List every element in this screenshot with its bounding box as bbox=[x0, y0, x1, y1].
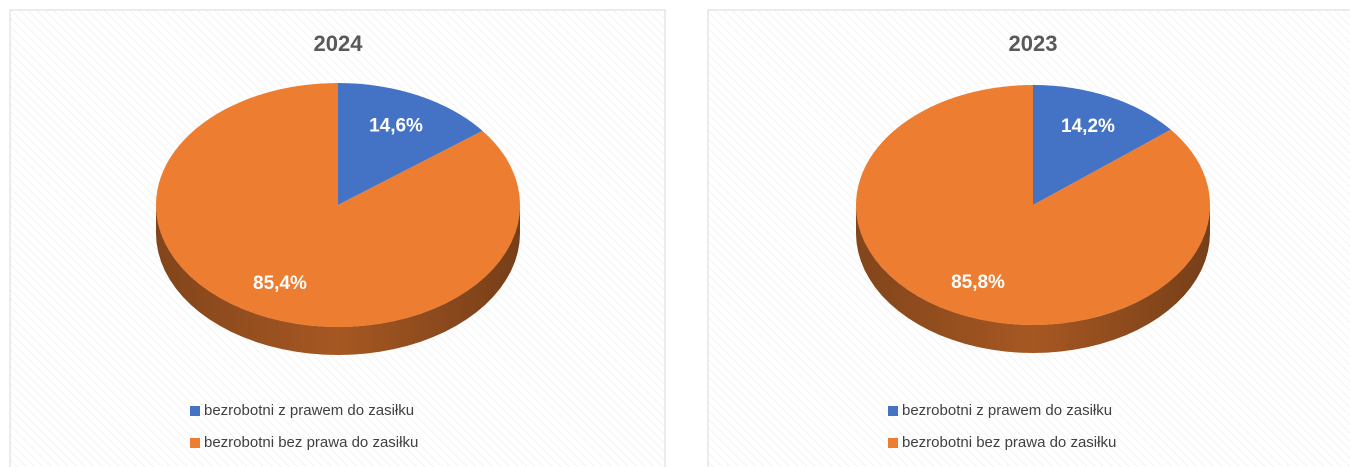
pie-slice bbox=[856, 85, 1210, 325]
data-label: 85,4% bbox=[253, 273, 307, 294]
pie-slice bbox=[338, 83, 483, 205]
legend-label: bezrobotni bez prawa do zasiłku bbox=[204, 434, 418, 451]
legend-label: bezrobotni bez prawa do zasiłku bbox=[902, 434, 1116, 451]
data-label: 85,8% bbox=[951, 272, 1005, 293]
legend-label: bezrobotni z prawem do zasiłku bbox=[902, 402, 1112, 419]
legend-swatch bbox=[190, 406, 200, 416]
pie-side-shade bbox=[856, 205, 1210, 353]
chart-panel: 2023 14,2% 85,8% bezrobotni z prawem do zas… bbox=[707, 9, 1350, 467]
data-label: 14,6% bbox=[369, 115, 423, 136]
pie-slice bbox=[1033, 85, 1171, 205]
legend-swatch bbox=[888, 438, 898, 448]
pie-slice bbox=[155, 83, 521, 328]
chart-title: 2023 bbox=[1009, 31, 1058, 56]
legend-swatch bbox=[190, 438, 200, 448]
legend-label: bezrobotni z prawem do zasiłku bbox=[204, 402, 414, 419]
legend-swatch bbox=[888, 406, 898, 416]
data-label: 14,2% bbox=[1061, 116, 1115, 137]
chart-panel: 2024 14,6% 85,4% bezrobotni z prawem do zas… bbox=[9, 9, 666, 467]
pie-side-shade bbox=[156, 205, 520, 355]
chart-title: 2024 bbox=[314, 31, 364, 56]
